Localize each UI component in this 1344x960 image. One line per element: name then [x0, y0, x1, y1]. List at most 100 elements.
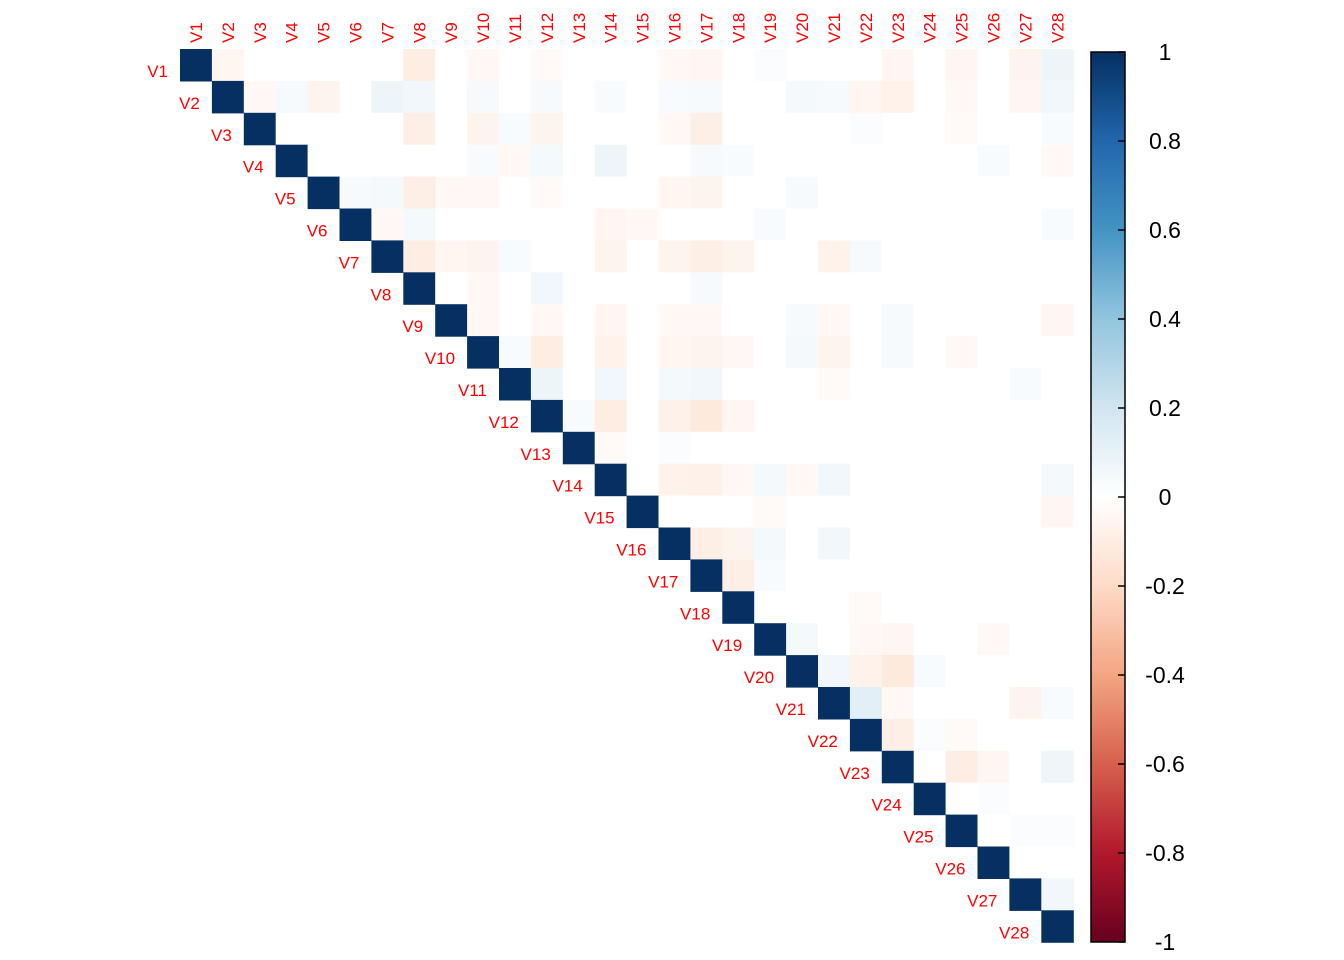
row-label-V2: V2 — [179, 94, 200, 113]
heatmap-cell-V4-V16 — [658, 144, 691, 178]
column-labels: V1 V2 V3 V4 V5 V6 V7 V8 V9 V10 V11 V12 V13 V14 V15 V16 V… — [187, 13, 1067, 43]
heatmap-cell-V16-V20 — [786, 527, 819, 560]
heatmap-cell-V10-V17 — [690, 336, 723, 369]
heatmap-cell-V24-V25 — [945, 782, 979, 816]
heatmap-cell-V7-V19 — [754, 240, 787, 273]
heatmap-cell-V10-V28 — [1041, 336, 1074, 369]
heatmap-cell-V5-V13 — [562, 176, 596, 210]
heatmap-cell-V7-V25 — [945, 240, 979, 273]
heatmap-cell-V21-V23 — [881, 687, 915, 720]
heatmap-cell-V23-V23 — [881, 750, 915, 784]
heatmap-cell-V11-V27 — [1009, 368, 1042, 401]
heatmap-cell-V23-V25 — [945, 750, 979, 784]
heatmap-cell-V1-V28 — [1041, 49, 1074, 82]
heatmap-cell-V3-V16 — [658, 112, 691, 146]
column-label-V3: V3 — [251, 22, 270, 43]
heatmap-cell-V9-V28 — [1041, 304, 1074, 337]
heatmap-cell-V12-V16 — [658, 399, 691, 433]
column-label-V22: V22 — [857, 13, 876, 43]
heatmap-cell-V11-V20 — [786, 368, 819, 401]
heatmap-cell-V1-V9 — [435, 49, 468, 82]
heatmap-cell-V14-V18 — [722, 463, 755, 497]
heatmap-cell-V8-V10 — [467, 272, 500, 305]
heatmap-cell-V2-V19 — [754, 80, 787, 114]
heatmap-cell-V12-V28 — [1041, 399, 1074, 433]
heatmap-cell-V11-V24 — [913, 368, 947, 401]
row-label-V14: V14 — [552, 477, 582, 496]
row-label-V13: V13 — [521, 445, 551, 464]
heatmap-cell-V10-V25 — [945, 336, 979, 369]
row-label-V15: V15 — [584, 509, 614, 528]
heatmap-cell-V10-V20 — [786, 336, 819, 369]
heatmap-cell-V17-V24 — [913, 559, 947, 592]
heatmap-cell-V20-V28 — [1041, 655, 1074, 688]
heatmap-cell-V10-V10 — [467, 336, 500, 369]
heatmap-cell-V21-V25 — [945, 687, 979, 720]
heatmap-cell-V11-V11 — [499, 368, 532, 401]
heatmap-cell-V21-V28 — [1041, 687, 1074, 720]
heatmap-cell-V12-V23 — [881, 399, 915, 433]
heatmap-cell-V25-V26 — [977, 814, 1010, 848]
heatmap-cell-V9-V20 — [786, 304, 819, 337]
heatmap-cell-V3-V22 — [849, 112, 883, 146]
heatmap-cell-V11-V28 — [1041, 368, 1074, 401]
heatmap-cell-V9-V9 — [435, 304, 468, 337]
heatmap-cell-V3-V26 — [977, 112, 1010, 146]
heatmap-cell-V7-V9 — [435, 240, 468, 273]
heatmap-cell-V14-V25 — [945, 463, 979, 497]
heatmap-cell-V2-V9 — [435, 80, 468, 114]
row-label-V20: V20 — [744, 668, 774, 687]
heatmap-cell-V7-V11 — [499, 240, 532, 273]
heatmap-cell-V3-V15 — [626, 112, 660, 146]
colorbar-legend: 1 0.8 0.6 0.4 0.2 0 -0.2 -0.4 -0.6 -0.8 -1 — [1090, 39, 1185, 955]
row-label-V23: V23 — [840, 764, 870, 783]
colorbar-tick-label: 0.4 — [1149, 306, 1181, 332]
heatmap-cell-V4-V18 — [722, 144, 755, 178]
heatmap-cell-V6-V25 — [945, 208, 979, 241]
row-label-V8: V8 — [371, 285, 392, 304]
heatmap-cell-V1-V25 — [945, 49, 979, 82]
heatmap-cell-V8-V25 — [945, 272, 979, 305]
heatmap-cell-V6-V13 — [562, 208, 596, 241]
heatmap-cell-V11-V17 — [690, 368, 723, 401]
heatmap-cell-V4-V13 — [562, 144, 596, 178]
heatmap-cell-V9-V27 — [1009, 304, 1042, 337]
heatmap-cell-V19-V27 — [1009, 623, 1042, 656]
heatmap-cell-V1-V24 — [913, 49, 947, 82]
heatmap-cell-V6-V14 — [594, 208, 628, 241]
heatmap-cell-V11-V25 — [945, 368, 979, 401]
heatmap-cell-V16-V18 — [722, 527, 755, 560]
heatmap-cell-V20-V25 — [945, 655, 979, 688]
heatmap-cell-V12-V27 — [1009, 399, 1042, 433]
colorbar-tick-label: 0.6 — [1149, 217, 1181, 243]
column-label-V12: V12 — [538, 13, 557, 43]
heatmap-cell-V13-V18 — [722, 431, 755, 465]
heatmap-cell-V26-V26 — [977, 846, 1010, 879]
heatmap-cell-V20-V27 — [1009, 655, 1042, 688]
heatmap-cell-V1-V11 — [499, 49, 532, 82]
heatmap-cell-V20-V21 — [818, 655, 851, 688]
heatmap-cell-V26-V28 — [1041, 846, 1074, 879]
colorbar-tick-label: 0.8 — [1149, 128, 1181, 154]
heatmap-cell-V6-V10 — [467, 208, 500, 241]
heatmap-cell-V8-V28 — [1041, 272, 1074, 305]
colorbar-tick-label: 0.2 — [1149, 395, 1181, 421]
heatmap-cell-V13-V20 — [786, 431, 819, 465]
heatmap-cell-V14-V23 — [881, 463, 915, 497]
heatmap-cell-V7-V21 — [818, 240, 851, 273]
heatmap-cell-V6-V7 — [371, 208, 404, 241]
heatmap-cell-V9-V11 — [499, 304, 532, 337]
row-label-V7: V7 — [339, 253, 360, 272]
heatmap-cell-V9-V10 — [467, 304, 500, 337]
heatmap-cell-V21-V26 — [977, 687, 1010, 720]
column-label-V13: V13 — [570, 13, 589, 43]
heatmap-cell-V17-V28 — [1041, 559, 1074, 592]
heatmap-cell-V20-V24 — [913, 655, 947, 688]
column-label-V2: V2 — [219, 22, 238, 43]
heatmap-cells — [180, 49, 1074, 943]
heatmap-cell-V6-V6 — [339, 208, 372, 241]
row-label-V10: V10 — [425, 349, 455, 368]
heatmap-cell-V22-V28 — [1041, 718, 1074, 752]
heatmap-cell-V24-V28 — [1041, 782, 1074, 816]
